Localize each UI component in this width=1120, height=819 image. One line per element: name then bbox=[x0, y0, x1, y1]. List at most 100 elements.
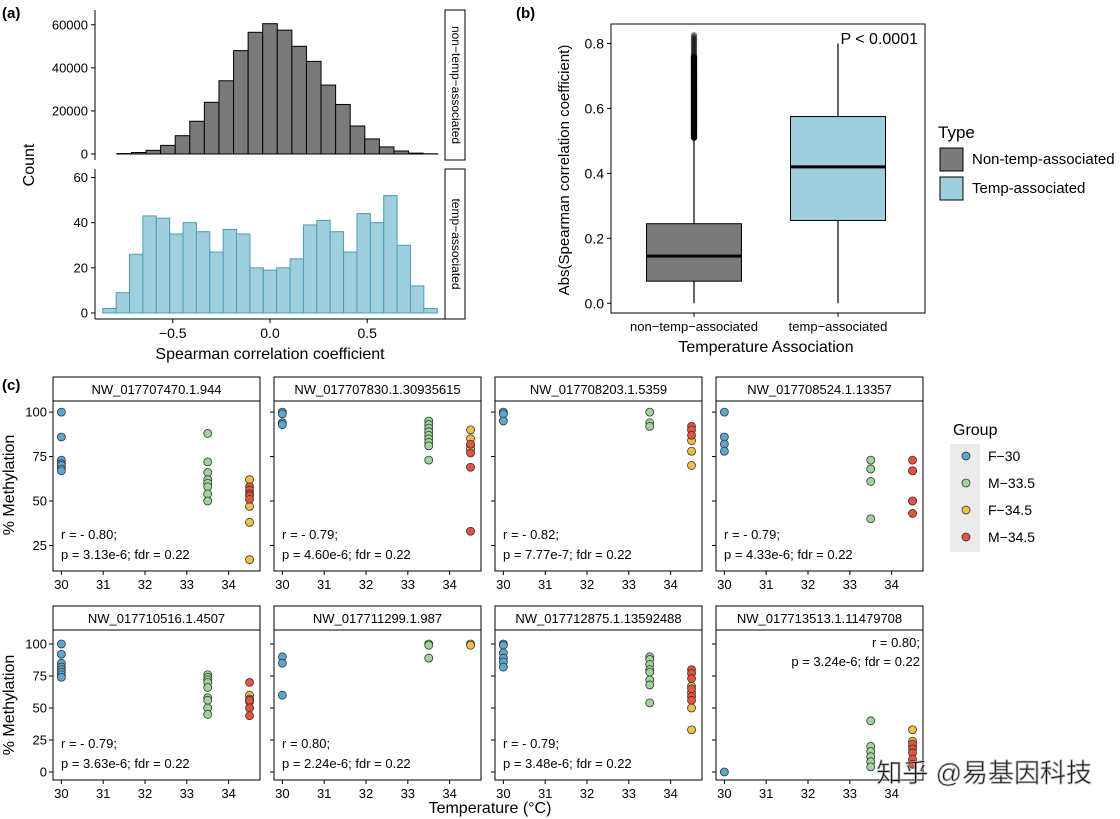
scatter-point-M-34.5 bbox=[245, 711, 254, 721]
scatter-xtick-label: 34 bbox=[663, 577, 677, 592]
scatter-xtick-label: 31 bbox=[96, 786, 110, 801]
scatter-xtick-label: 34 bbox=[221, 786, 235, 801]
histogram-bar-0-12 bbox=[276, 29, 293, 155]
panel-b-ytick-label: 0.2 bbox=[585, 230, 605, 246]
box-1 bbox=[790, 116, 886, 221]
scatter-point-F-34.5 bbox=[245, 517, 254, 527]
histogram-bar-0-15 bbox=[320, 84, 337, 155]
histogram-bar-1-2 bbox=[129, 253, 144, 314]
histogram-bar-0-20 bbox=[393, 150, 410, 155]
scatter-point-F-30 bbox=[277, 690, 287, 700]
panel-c-legend-label-3: M−34.5 bbox=[988, 529, 1035, 545]
panel-a-ytick-label: 20000 bbox=[52, 103, 88, 118]
scatter-xtick-label: 34 bbox=[884, 577, 898, 592]
histogram-bar-1-14 bbox=[289, 258, 304, 314]
scatter-point-F-30 bbox=[277, 658, 287, 668]
stat-r: r = - 0.80; bbox=[61, 527, 117, 542]
scatter-xtick-label: 34 bbox=[884, 786, 898, 801]
scatter-xtick-label: 30 bbox=[496, 786, 510, 801]
scatter-point-F-30 bbox=[56, 649, 66, 659]
scatter-strip-3 bbox=[715, 376, 924, 402]
scatter-point-F-30 bbox=[719, 446, 729, 456]
scatter-xtick-label: 32 bbox=[801, 786, 815, 801]
histogram-bar-0-6 bbox=[189, 120, 205, 155]
facet-strip-label: non−temp−associated bbox=[449, 26, 463, 144]
histogram-bar-0-17 bbox=[349, 125, 366, 155]
legend-key-non-temp bbox=[939, 147, 964, 172]
histogram-bar-0-4 bbox=[160, 144, 176, 155]
scatter-xtick-label: 31 bbox=[317, 577, 331, 592]
scatter-xtick-label: 33 bbox=[401, 786, 415, 801]
stat-p: p = 3.63e-6; fdr = 0.22 bbox=[61, 756, 190, 771]
panel-a-xtick-label: 0.0 bbox=[260, 325, 280, 341]
scatter-point-M-33.5 bbox=[203, 429, 213, 438]
panel-b-legend-title: Type bbox=[938, 123, 975, 142]
panel-c-ylabel-bottom: % Methylation bbox=[1, 655, 18, 756]
stat-p: p = 4.60e-6; fdr = 0.22 bbox=[282, 547, 411, 562]
scatter-ytick-label: 25 bbox=[33, 733, 47, 748]
panel-a-ytick-label: 0 bbox=[81, 306, 88, 321]
scatter-point-M-33.5 bbox=[866, 716, 876, 726]
histogram-bar-1-9 bbox=[222, 228, 238, 314]
scatter-xtick-label: 32 bbox=[138, 786, 152, 801]
scatter-point-M-34.5 bbox=[466, 439, 475, 449]
outlier-point bbox=[690, 47, 698, 54]
scatter-xtick-label: 32 bbox=[138, 577, 152, 592]
scatter-point-M-34.5 bbox=[687, 430, 696, 440]
scatter-xtick-label: 31 bbox=[759, 577, 773, 592]
legend-key-temp bbox=[939, 176, 964, 201]
histogram-bar-1-3 bbox=[142, 215, 157, 314]
scatter-xtick-label: 30 bbox=[496, 577, 510, 592]
histogram-bar-1-4 bbox=[155, 217, 171, 314]
stat-p: p = 3.48e-6; fdr = 0.22 bbox=[503, 756, 632, 771]
outlier-point bbox=[690, 39, 698, 47]
scatter-point-F-30 bbox=[498, 416, 508, 426]
scatter-point-F-30 bbox=[498, 640, 508, 650]
stat-p: p = 7.77e-7; fdr = 0.22 bbox=[503, 547, 632, 562]
stat-p: p = 3.24e-6; fdr = 0.22 bbox=[791, 654, 920, 669]
scatter-frame-6 bbox=[494, 629, 703, 781]
scatter-point-F-34.5 bbox=[687, 725, 696, 735]
histogram-bar-0-8 bbox=[218, 80, 235, 155]
panel-b-annotation: P < 0.0001 bbox=[840, 31, 918, 48]
scatter-xtick-label: 30 bbox=[275, 786, 289, 801]
histogram-bar-0-7 bbox=[203, 101, 220, 155]
legend-key-M-33.5 bbox=[961, 478, 971, 488]
legend-key-F-34.5 bbox=[961, 505, 971, 515]
scatter-title-3: NW_017708524.1.13357 bbox=[747, 382, 892, 397]
scatter-point-F-30 bbox=[56, 407, 66, 417]
histogram-bar-0-21 bbox=[408, 152, 424, 155]
scatter-point-F-30 bbox=[719, 767, 729, 777]
outlier-point bbox=[690, 34, 698, 41]
scatter-point-F-34.5 bbox=[245, 555, 254, 565]
facet-strip-box bbox=[444, 168, 466, 320]
scatter-point-M-33.5 bbox=[866, 514, 876, 524]
scatter-ytick-label: 75 bbox=[33, 449, 47, 464]
histogram-bar-1-1 bbox=[115, 292, 131, 314]
panel-a-ytick-label: 40 bbox=[74, 215, 88, 230]
outlier-point bbox=[690, 37, 698, 44]
panel-b-xtick-label: temp−associated bbox=[789, 319, 888, 334]
legend-key-M-34.5 bbox=[961, 532, 971, 542]
scatter-xtick-label: 31 bbox=[317, 786, 331, 801]
histogram-bar-1-7 bbox=[195, 231, 211, 314]
scatter-frame-2 bbox=[494, 400, 703, 572]
outlier-point bbox=[690, 40, 698, 48]
panel-a-ytick-label: 60000 bbox=[52, 17, 88, 32]
panel-a-ytick-label: 40000 bbox=[52, 60, 88, 75]
scatter-strip-7 bbox=[715, 605, 924, 631]
scatter-xtick-label: 31 bbox=[538, 786, 552, 801]
scatter-xtick-label: 30 bbox=[54, 577, 68, 592]
panel-a-xtick-label: 0.5 bbox=[357, 325, 377, 341]
panel-b-legend-label-1: Temp-associated bbox=[972, 180, 1085, 197]
histogram-bar-0-14 bbox=[305, 60, 322, 155]
scatter-xtick-label: 32 bbox=[580, 577, 594, 592]
scatter-point-M-33.5 bbox=[203, 496, 213, 506]
histogram-bar-1-16 bbox=[316, 219, 331, 314]
scatter-ytick-label: 75 bbox=[33, 669, 47, 684]
outlier-point bbox=[690, 53, 698, 61]
panel-b-ytick-label: 0.4 bbox=[585, 165, 605, 181]
scatter-title-2: NW_017708203.1.5359 bbox=[530, 382, 667, 397]
watermark: 知乎 @易基因科技 bbox=[876, 758, 1092, 788]
